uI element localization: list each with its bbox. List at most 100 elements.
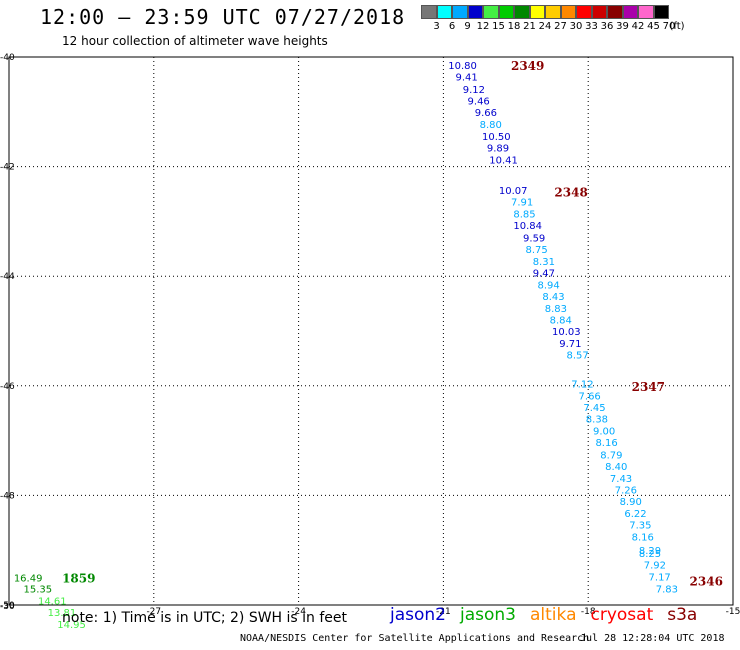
map-frame [8, 56, 734, 606]
wave-height-label: 8.57 [566, 351, 588, 362]
wave-height-label: 9.89 [487, 143, 509, 154]
wave-height-label: 7.91 [511, 198, 533, 209]
wave-height-label: 8.79 [600, 450, 622, 461]
legend-swatch [514, 5, 530, 19]
wave-height-label: 13.81 [48, 608, 77, 619]
legend-swatch [622, 5, 638, 19]
legend-swatch [576, 5, 592, 19]
legend-label: 18 [507, 21, 521, 32]
legend-swatch [452, 5, 468, 19]
legend-label: 36 [600, 21, 614, 32]
wave-height-label: 9.12 [463, 85, 485, 96]
wave-height-label: 9.46 [468, 96, 490, 107]
legend-label: 6 [448, 21, 456, 32]
wave-height-label: 9.47 [533, 268, 555, 279]
footer-timestamp: Jul 28 12:28:04 UTC 2018 [580, 633, 725, 644]
legend-swatch [421, 5, 437, 19]
legend-label: 27 [554, 21, 567, 32]
wave-height-label: 8.43 [542, 292, 564, 303]
legend-label: 45 [647, 21, 660, 32]
legend-swatch [591, 5, 607, 19]
wave-height-label: 7.12 [571, 380, 593, 391]
wave-height-label: 8.40 [605, 462, 627, 473]
wave-height-label: 8.90 [620, 497, 642, 508]
wave-height-label: 10.03 [552, 327, 581, 338]
wave-height-label: 10.84 [513, 221, 542, 232]
legend-swatch [638, 5, 654, 19]
wave-height-label: 7.45 [583, 403, 605, 414]
wave-height-label: 10.50 [482, 132, 511, 143]
mission-jason2: jason2 [390, 605, 446, 625]
legend-swatches [421, 5, 669, 19]
wave-height-label: 9.59 [523, 233, 545, 244]
legend-label: 33 [585, 21, 598, 32]
wave-height-label: 16.49 [14, 574, 43, 585]
wave-height-label: 7.17 [649, 573, 671, 584]
wave-height-label: 6.22 [624, 509, 646, 520]
legend-label: 39 [616, 21, 629, 32]
legend-swatch [483, 5, 499, 19]
footer-credit: NOAA/NESDIS Center for Satellite Applica… [240, 633, 590, 644]
legend-unit: (ft) [669, 21, 685, 32]
lat-tick-label: -48 [0, 491, 15, 501]
legend-label: 70 [662, 21, 676, 32]
mission-cryosat: cryosat [590, 605, 654, 625]
wave-height-label: 8.25 [639, 549, 661, 560]
wave-height-label: 8.85 [513, 210, 535, 221]
legend-swatch [607, 5, 623, 19]
lat-tick-label: -42 [0, 163, 15, 173]
lon-tick-label: -24 [291, 607, 306, 617]
wave-height-label: 8.16 [632, 533, 654, 544]
legend-label: 3 [433, 21, 440, 32]
wave-height-label: 8.83 [545, 304, 567, 315]
wave-height-label: 7.43 [610, 474, 632, 485]
wave-height-label: 8.84 [550, 315, 572, 326]
pass-time-label: 2347 [632, 380, 665, 394]
color-legend: 3 6 9 12 15 18 21 24 27 30 33 36 39 42 45 70 (ft) [421, 5, 685, 33]
wave-height-label: 8.80 [480, 120, 502, 131]
mission-legend: jason2 jason3 altika cryosat s3a [390, 605, 697, 625]
wave-height-label: 8.16 [595, 438, 617, 449]
mission-altika: altika [530, 605, 577, 625]
mission-s3a: s3a [667, 605, 698, 625]
page-subtitle: 12 hour collection of altimeter wave hei… [62, 34, 328, 48]
wave-height-label: 14.95 [57, 620, 86, 631]
lon-tick-label: -15 [726, 607, 740, 617]
wave-height-label: 10.80 [448, 61, 477, 72]
wave-height-label: 7.35 [629, 520, 651, 531]
lat-tick-label: -40 [0, 53, 15, 63]
lat-tick-label: -50 [0, 601, 15, 611]
wave-height-label: 10.41 [489, 155, 518, 166]
wave-height-label: 8.38 [586, 415, 608, 426]
wave-height-label: 9.00 [593, 427, 615, 438]
lon-tick-label: -30 [0, 602, 15, 612]
legend-label: 42 [631, 21, 645, 32]
legend-swatch [653, 5, 669, 19]
mission-jason3: jason3 [460, 605, 516, 625]
wave-height-label: 7.66 [579, 392, 601, 403]
wave-height-label: 9.71 [559, 339, 581, 350]
wave-height-label: 8.94 [538, 280, 560, 291]
legend-labels: 3 6 9 12 15 18 21 24 27 30 33 36 39 42 45 70 (ft) [421, 19, 684, 33]
wave-height-label: 8.29 [639, 546, 661, 557]
wave-height-label: 7.83 [656, 585, 678, 596]
wave-height-label: 10.07 [499, 186, 528, 197]
note-text: note: 1) Time is in UTC; 2) SWH is in fe… [62, 610, 348, 626]
legend-swatch [498, 5, 514, 19]
pass-time-label: 2348 [554, 185, 587, 199]
pass-time-label: 2346 [690, 574, 723, 588]
legend-swatch [545, 5, 561, 19]
legend-swatch [529, 5, 545, 19]
pass-time-label: 1859 [62, 572, 95, 586]
wave-height-label: 7.92 [644, 560, 666, 571]
lon-tick-label: -21 [436, 607, 451, 617]
wave-height-label: 8.75 [525, 245, 547, 256]
page-title: 12:00 – 23:59 UTC 07/27/2018 [40, 5, 406, 29]
legend-label: 9 [464, 21, 471, 32]
lat-tick-label: -46 [0, 382, 15, 392]
wave-height-label: 14.61 [38, 597, 67, 608]
wave-height-label: 9.41 [455, 73, 477, 84]
legend-label: 21 [523, 21, 536, 32]
legend-swatch [560, 5, 576, 19]
